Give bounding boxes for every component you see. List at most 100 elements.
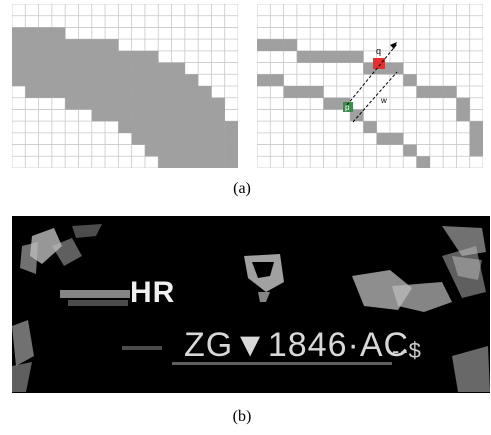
- filled-pixel: [118, 50, 132, 63]
- filled-pixel: [65, 62, 79, 75]
- panel-a-left-grid: [12, 4, 238, 168]
- label-w: w: [380, 96, 387, 105]
- filled-pixel: [51, 86, 66, 98]
- label-p: p: [345, 103, 350, 112]
- plate-marker-text: --$: [392, 338, 422, 363]
- edge-pixel: [350, 50, 364, 63]
- filled-pixel: [211, 144, 225, 157]
- filled-pixel: [211, 121, 225, 134]
- panel-a-right-grid: q p w: [257, 4, 483, 168]
- filled-pixel: [224, 144, 238, 157]
- filled-pixel: [105, 39, 119, 52]
- filled-pixel: [65, 74, 79, 87]
- filled-pixel: [91, 74, 106, 87]
- filled-pixel: [25, 50, 39, 63]
- filled-pixel: [158, 144, 172, 157]
- filled-pixel: [184, 156, 199, 168]
- filled-pixel: [105, 74, 119, 87]
- filled-pixel: [38, 39, 53, 52]
- filled-pixel: [118, 121, 132, 134]
- filled-pixel: [184, 97, 199, 110]
- filled-pixel: [12, 27, 26, 40]
- edge-pixel: [336, 50, 351, 63]
- filled-pixel: [78, 86, 92, 98]
- filled-pixel: [224, 156, 238, 168]
- filled-pixel: [131, 132, 146, 145]
- filled-pixel: [38, 62, 53, 75]
- edge-pixel: [283, 39, 298, 52]
- panel-b-swt-image: HR ZG▼1846·AC --$: [12, 216, 490, 393]
- filled-pixel: [78, 62, 92, 75]
- filled-pixel: [38, 27, 53, 40]
- filled-pixel: [131, 109, 146, 122]
- edge-pixel: [469, 144, 483, 157]
- filled-pixel: [144, 121, 159, 134]
- filled-pixel: [131, 86, 146, 98]
- filled-pixel: [171, 132, 186, 145]
- edge-pixels: [257, 39, 483, 168]
- filled-pixel: [25, 62, 39, 75]
- edge-pixel: [376, 132, 391, 145]
- filled-pixel: [51, 50, 66, 63]
- filled-pixel: [184, 144, 199, 157]
- filled-pixel: [12, 62, 26, 75]
- filled-pixel: [65, 86, 79, 98]
- filled-pixel: [171, 74, 186, 87]
- filled-pixel: [51, 62, 66, 75]
- filled-pixel: [25, 39, 39, 52]
- filled-pixel: [78, 97, 92, 110]
- filled-pixel: [131, 121, 146, 134]
- noise-texture: [12, 224, 490, 392]
- filled-pixel: [158, 121, 172, 134]
- filled-pixel: [198, 144, 212, 157]
- filled-pixel: [91, 39, 106, 52]
- filled-pixel: [78, 74, 92, 87]
- filled-pixel: [224, 121, 238, 134]
- filled-pixel: [198, 109, 212, 122]
- filled-pixel: [118, 86, 132, 98]
- filled-pixel: [158, 132, 172, 145]
- filled-pixel: [38, 86, 53, 98]
- edge-pixel: [296, 50, 311, 63]
- filled-pixel: [12, 50, 26, 63]
- filled-pixel: [184, 109, 199, 122]
- edge-pixel: [283, 86, 298, 98]
- edge-pixel: [416, 156, 431, 168]
- filled-pixel: [144, 144, 159, 157]
- filled-pixel: [171, 144, 186, 157]
- filled-pixel: [171, 97, 186, 110]
- filled-pixel: [211, 97, 225, 110]
- filled-pixel: [144, 50, 159, 63]
- filled-pixel: [144, 97, 159, 110]
- caption-b: (b): [232, 408, 252, 425]
- filled-pixel: [144, 62, 159, 75]
- gradient-ray-lower: [352, 71, 398, 123]
- filled-pixel: [91, 109, 106, 122]
- edge-pixel: [403, 74, 417, 87]
- gradient-ray-upper: [346, 43, 398, 106]
- filled-pixel: [38, 50, 53, 63]
- edge-pixel: [416, 86, 431, 98]
- filled-pixel: [78, 50, 92, 63]
- filled-pixel: [65, 97, 79, 110]
- filled-pixel: [144, 109, 159, 122]
- edge-pixel: [270, 39, 284, 52]
- filled-pixel: [12, 74, 26, 87]
- edge-pixel: [429, 86, 444, 98]
- edge-pixel: [323, 97, 337, 110]
- filled-pixel: [118, 62, 132, 75]
- filled-pixel: [38, 74, 53, 87]
- filled-pixel: [144, 74, 159, 87]
- filled-pixel: [131, 50, 146, 63]
- filled-pixel: [105, 97, 119, 110]
- filled-pixel: [51, 27, 66, 40]
- caption-a: (a): [233, 180, 251, 197]
- filled-pixel: [171, 121, 186, 134]
- edge-pixel: [350, 109, 364, 122]
- filled-pixel: [211, 156, 225, 168]
- filled-pixel: [78, 39, 92, 52]
- filled-pixel: [12, 39, 26, 52]
- filled-pixel: [51, 74, 66, 87]
- filled-pixel: [198, 132, 212, 145]
